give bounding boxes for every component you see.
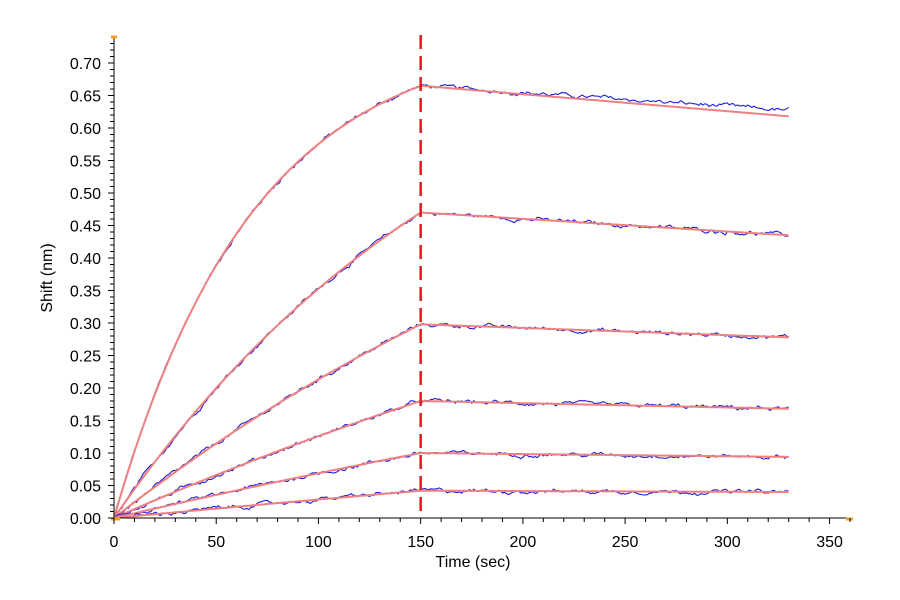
raw-trace-3 — [113, 322, 789, 519]
y-tick-label: 0.55 — [70, 154, 101, 171]
y-tick-label: 0.20 — [70, 381, 101, 398]
raw-trace-4 — [114, 397, 789, 519]
y-tick-label: 0.35 — [70, 284, 101, 301]
y-tick-label: 0.50 — [70, 186, 101, 203]
fit-curve-4 — [113, 399, 789, 519]
y-tick-label: 0.30 — [70, 316, 101, 333]
y-tick-label: 0.05 — [70, 479, 101, 496]
y-tick-label: 0.60 — [70, 121, 101, 138]
curve-layer — [113, 83, 789, 519]
fit-curve-1 — [113, 84, 789, 519]
x-tick-label: 50 — [207, 534, 225, 551]
y-axis-label: Shift (nm) — [39, 243, 56, 312]
y-tick-label: 0.25 — [70, 349, 101, 366]
fit-curve-3 — [113, 323, 789, 519]
fit-curve-6 — [113, 489, 789, 519]
fit-curve-5 — [113, 452, 789, 519]
x-tick-label: 250 — [612, 534, 639, 551]
y-tick-label: 0.45 — [70, 219, 101, 236]
x-tick-label: 150 — [407, 534, 434, 551]
x-tick-label: 100 — [305, 534, 332, 551]
x-tick-label: 0 — [110, 534, 119, 551]
y-tick-label: 0.65 — [70, 89, 101, 106]
x-tick-label: 350 — [816, 534, 843, 551]
fit-curve-2 — [113, 211, 789, 519]
y-tick-label: 0.00 — [70, 511, 101, 528]
y-tick-label: 0.15 — [70, 414, 101, 431]
x-axis-label: Time (sec) — [436, 554, 511, 571]
raw-trace-2 — [113, 211, 789, 518]
y-tick-label: 0.40 — [70, 251, 101, 268]
x-tick-label: 200 — [510, 534, 537, 551]
y-tick-label: 0.10 — [70, 446, 101, 463]
y-tick-label: 0.70 — [70, 56, 101, 73]
raw-trace-5 — [113, 449, 789, 519]
x-tick-label: 300 — [714, 534, 741, 551]
axes: 0.00 0.05 0.10 0.15 0.20 0.25 0.30 0.35 0.40 0.45… — [70, 35, 853, 551]
